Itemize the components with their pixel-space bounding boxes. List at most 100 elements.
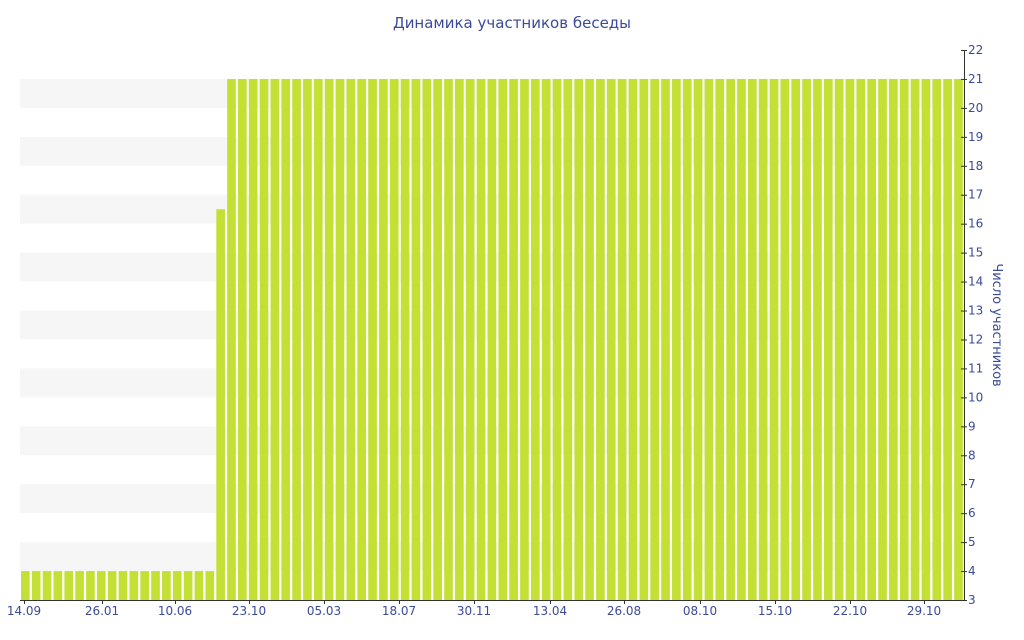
bar bbox=[769, 78, 779, 600]
bar bbox=[737, 78, 746, 600]
bar bbox=[400, 78, 410, 600]
bar bbox=[31, 571, 41, 600]
bar bbox=[227, 78, 236, 600]
y-tick-label: 16 bbox=[968, 217, 983, 231]
bar bbox=[335, 78, 345, 600]
bar bbox=[747, 78, 757, 600]
bar bbox=[498, 78, 508, 600]
bar bbox=[487, 78, 497, 600]
y-axis-title: Число участников bbox=[989, 263, 1004, 386]
y-tick-label: 7 bbox=[968, 477, 976, 491]
bar bbox=[270, 78, 280, 600]
bar bbox=[682, 78, 692, 600]
bar bbox=[75, 571, 84, 600]
y-tick-label: 22 bbox=[968, 43, 983, 57]
x-tick-label: 18.07 bbox=[382, 604, 416, 618]
bar bbox=[281, 78, 291, 600]
x-tick-label: 10.06 bbox=[158, 604, 192, 618]
bar bbox=[693, 78, 703, 600]
y-tick-label: 3 bbox=[968, 593, 976, 607]
bar bbox=[324, 78, 334, 600]
bar bbox=[42, 571, 52, 600]
y-tick-label: 18 bbox=[968, 159, 983, 173]
bar bbox=[943, 78, 952, 600]
bar bbox=[530, 78, 540, 600]
x-tick-label: 08.10 bbox=[683, 604, 717, 618]
bar bbox=[834, 78, 844, 600]
bar bbox=[932, 78, 942, 600]
x-tick-label: 23.10 bbox=[232, 604, 266, 618]
x-tick-label: 05.03 bbox=[307, 604, 341, 618]
bar bbox=[183, 571, 193, 600]
x-tick-label: 30.11 bbox=[457, 604, 491, 618]
bar-series bbox=[21, 78, 963, 600]
x-tick-label: 26.08 bbox=[607, 604, 641, 618]
bar bbox=[563, 78, 573, 600]
bar bbox=[21, 571, 30, 600]
bar bbox=[520, 78, 529, 600]
y-tick-label: 6 bbox=[968, 506, 976, 520]
bar bbox=[585, 78, 594, 600]
bar bbox=[899, 78, 909, 600]
y-tick-label: 14 bbox=[968, 275, 983, 289]
bar bbox=[823, 78, 833, 600]
y-tick-label: 11 bbox=[968, 361, 983, 375]
bar bbox=[758, 78, 768, 600]
bar bbox=[910, 78, 920, 600]
bar bbox=[107, 571, 117, 600]
bar bbox=[205, 571, 215, 600]
x-tick-label: 14.09 bbox=[7, 604, 41, 618]
bar bbox=[444, 78, 453, 600]
bar bbox=[661, 78, 670, 600]
bar bbox=[303, 78, 312, 600]
bar bbox=[96, 571, 106, 600]
x-tick-label: 15.10 bbox=[758, 604, 792, 618]
y-tick-label: 15 bbox=[968, 246, 983, 260]
bar bbox=[672, 78, 681, 600]
bar bbox=[726, 78, 735, 600]
bar bbox=[422, 78, 432, 600]
bar bbox=[259, 78, 269, 600]
bar bbox=[455, 78, 464, 600]
bar bbox=[172, 571, 182, 600]
bar bbox=[194, 571, 204, 600]
y-tick-label: 5 bbox=[968, 535, 976, 549]
bar bbox=[86, 571, 95, 600]
chart-title: Динамика участников беседы bbox=[393, 14, 631, 32]
bar bbox=[53, 571, 63, 600]
bar bbox=[346, 78, 356, 600]
y-tick-label: 20 bbox=[968, 101, 983, 115]
bar bbox=[954, 78, 963, 600]
bar bbox=[802, 78, 811, 600]
axes bbox=[20, 50, 965, 601]
x-tick-label: 22.10 bbox=[833, 604, 867, 618]
bar bbox=[704, 78, 714, 600]
bar bbox=[509, 78, 518, 600]
bar bbox=[639, 78, 649, 600]
bar bbox=[216, 209, 225, 600]
bar bbox=[650, 78, 659, 600]
y-axis-ticks: 3 4 5 6 7 8 9 10 11 12 13 14 15 16 17 18 19 20 21 22 bbox=[961, 43, 983, 607]
bar bbox=[129, 571, 139, 600]
bar bbox=[813, 78, 822, 600]
bar bbox=[151, 571, 160, 600]
bar bbox=[389, 78, 399, 600]
bar bbox=[921, 78, 931, 600]
y-tick-label: 13 bbox=[968, 304, 983, 318]
bar bbox=[845, 78, 855, 600]
bar bbox=[292, 78, 301, 600]
y-tick-label: 8 bbox=[968, 448, 976, 462]
x-tick-label: 26.01 bbox=[85, 604, 119, 618]
y-tick-label: 12 bbox=[968, 332, 983, 346]
y-tick-label: 4 bbox=[968, 564, 976, 578]
y-tick-label: 10 bbox=[968, 390, 983, 404]
bar bbox=[433, 78, 442, 600]
bar bbox=[791, 78, 801, 600]
bar bbox=[617, 78, 627, 600]
bar bbox=[889, 78, 898, 600]
y-tick-label: 17 bbox=[968, 188, 983, 202]
x-tick-label: 29.10 bbox=[907, 604, 941, 618]
bar bbox=[596, 78, 605, 600]
bar bbox=[552, 78, 562, 600]
